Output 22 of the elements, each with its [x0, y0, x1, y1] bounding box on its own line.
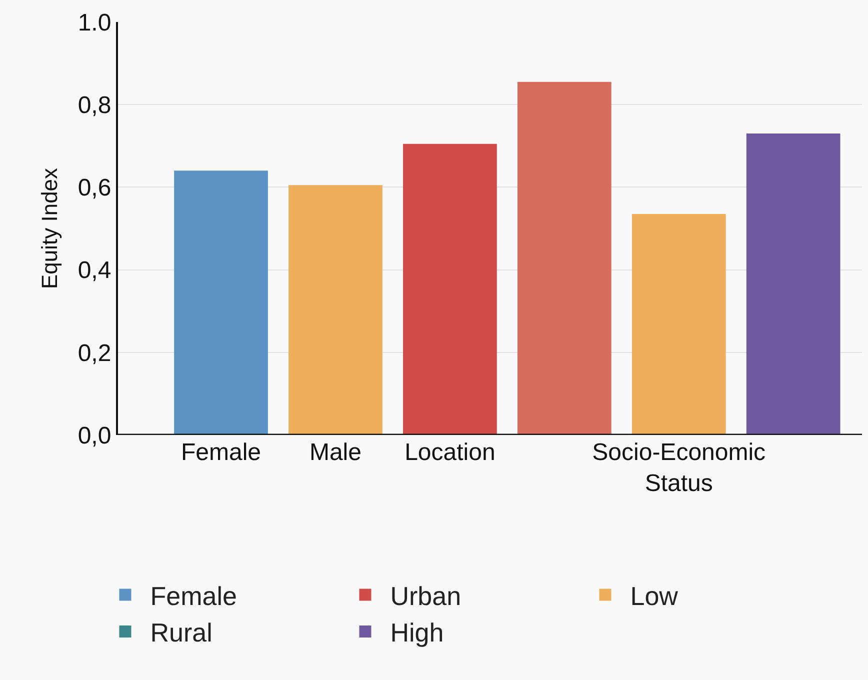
- bar: [517, 82, 612, 435]
- x-tick-label: Female: [181, 439, 262, 466]
- y-tick-label: 1.0: [78, 9, 112, 36]
- y-tick-label: 0,2: [78, 340, 112, 367]
- y-tick-label: 0,4: [78, 257, 112, 284]
- y-axis-title: Equity Index: [37, 168, 62, 290]
- legend-label: Female: [150, 580, 237, 611]
- legend-label: High: [390, 618, 444, 648]
- x-tick-label: Male: [309, 439, 362, 466]
- x-tick-label: Location: [404, 439, 496, 466]
- bar: [403, 144, 497, 435]
- legend-label: Low: [630, 580, 678, 611]
- bar: [746, 134, 840, 435]
- bar: [174, 170, 268, 435]
- legend-label: Rural: [150, 618, 212, 648]
- y-tick-label: 0,0: [78, 422, 112, 450]
- x-tick-label: Socio-Economic Status: [592, 439, 766, 498]
- y-tick-label: 0,6: [78, 174, 112, 202]
- bar: [632, 214, 726, 435]
- legend-label: Urban: [390, 580, 462, 611]
- y-tick-label: 0,8: [78, 92, 112, 119]
- bar: [288, 185, 382, 435]
